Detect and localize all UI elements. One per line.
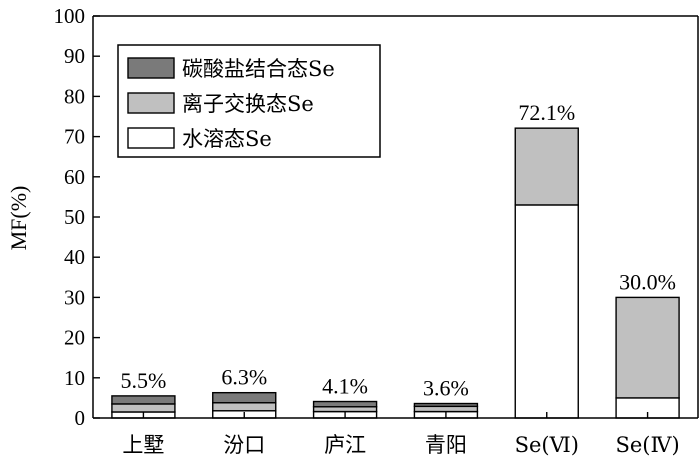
total-label-2: 4.1% [322, 374, 368, 399]
y-tick-label-80: 80 [64, 84, 85, 108]
y-ticks-layer: 0 10 20 30 40 50 60 70 80 90 100 [54, 4, 100, 430]
y-tick-label-20: 20 [64, 326, 85, 350]
y-tick-label-100: 100 [54, 4, 86, 28]
bar-segment-carbonate-3 [413, 402, 479, 408]
total-label-3: 3.6% [423, 376, 469, 401]
x-tick-label-2: 庐江 [324, 433, 366, 457]
x-tick-labels-layer: 上墅 汾口 庐江 青阳 Se(Ⅵ) Se(Ⅳ) [122, 412, 680, 457]
bar-segment-carbonate-0 [111, 395, 176, 405]
bar-segment-ion-exchange-5 [615, 296, 680, 399]
y-tick-label-30: 30 [64, 285, 85, 309]
x-tick-label-3: 青阳 [425, 433, 467, 457]
total-label-4: 72.1% [518, 100, 575, 125]
legend-label-0: 碳酸盐结合态Se [182, 57, 335, 81]
x-tick-label-0: 上墅 [122, 433, 164, 457]
y-tick-label-60: 60 [64, 165, 85, 189]
total-label-5: 30.0% [619, 269, 676, 294]
legend-swatch-0 [127, 57, 175, 79]
y-tick-label-0: 0 [75, 406, 86, 430]
y-tick-label-70: 70 [64, 125, 85, 149]
bar-segment-water-soluble-4 [514, 204, 579, 419]
bar-segment-ion-exchange-2 [312, 406, 378, 413]
x-tick-label-5: Se(Ⅳ) [615, 433, 679, 457]
legend: 碳酸盐结合态Se 离子交换态Se 水溶态Se [117, 44, 381, 158]
total-label-0: 5.5% [121, 368, 167, 393]
bar-segment-ion-exchange-0 [111, 403, 176, 413]
legend-label-1: 离子交换态Se [182, 92, 314, 116]
y-tick-label-40: 40 [64, 245, 85, 269]
bars-layer [111, 127, 680, 419]
bar-segment-ion-exchange-1 [212, 402, 277, 412]
bar-segment-ion-exchange-3 [413, 405, 479, 413]
y-tick-label-50: 50 [64, 205, 85, 229]
y-tick-label-10: 10 [64, 366, 85, 390]
total-label-1: 6.3% [221, 365, 267, 390]
bar-segment-carbonate-2 [312, 400, 378, 408]
legend-swatch-1 [127, 92, 175, 114]
total-labels-layer: 5.5% 6.3% 4.1% 3.6% 72.1% 30.0% [121, 100, 676, 400]
bar-segment-carbonate-1 [212, 391, 277, 404]
legend-label-2: 水溶态Se [182, 127, 272, 151]
x-tick-label-1: 汾口 [223, 433, 265, 457]
x-tick-label-4: Se(Ⅵ) [515, 433, 579, 457]
bar-segment-ion-exchange-4 [514, 127, 579, 206]
legend-swatch-2 [127, 127, 175, 149]
y-axis-label: MF(%) [6, 186, 31, 251]
y-tick-label-90: 90 [64, 44, 85, 68]
